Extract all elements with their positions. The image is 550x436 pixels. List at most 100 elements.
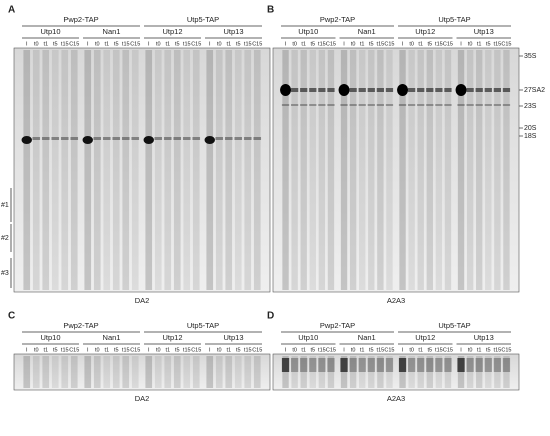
band [215, 137, 224, 140]
band [290, 104, 299, 106]
band [466, 358, 474, 372]
band [358, 88, 366, 92]
lane-label: C15 [191, 347, 201, 353]
band [243, 137, 252, 140]
band [182, 137, 191, 140]
lane-smear [359, 356, 366, 388]
band [407, 104, 416, 106]
band [376, 88, 385, 92]
subgroup-label: Utp12 [415, 333, 435, 342]
band [21, 136, 32, 144]
lane-smear [173, 50, 181, 290]
lane-label: C15 [326, 347, 336, 353]
lane-smear [417, 50, 424, 290]
lane-label: I [460, 41, 462, 47]
band [484, 88, 492, 92]
lane-smear [476, 356, 483, 388]
band [281, 104, 290, 106]
lane-label: t1 [418, 41, 423, 47]
band [367, 358, 375, 372]
band [338, 84, 350, 96]
lane-smear [61, 356, 69, 388]
group-label: Pwp2-TAP [320, 15, 355, 24]
lane-smear [417, 356, 424, 388]
lane-smear [435, 356, 443, 388]
lane-label: t1 [477, 347, 482, 353]
lane-label: I [460, 347, 462, 353]
lane-smear [253, 50, 261, 290]
subgroup-label: Utp10 [298, 333, 318, 342]
lane-label: t5 [310, 347, 315, 353]
band [70, 137, 79, 140]
band [327, 104, 335, 106]
lane-label: t1 [301, 347, 306, 353]
band [367, 104, 375, 106]
subgroup-label: Utp12 [162, 27, 182, 36]
lane-smear [408, 50, 415, 290]
lane-label: t1 [301, 41, 306, 47]
subgroup-label: Utp12 [415, 27, 435, 36]
lane-smear [426, 356, 433, 388]
band [234, 137, 243, 140]
band [385, 88, 394, 92]
panel-letter: D [267, 311, 274, 322]
band [82, 136, 93, 144]
subgroup-label: Utp10 [40, 27, 60, 36]
lane-label: t5 [236, 347, 241, 353]
lane-label: t1 [360, 347, 365, 353]
lane-label: t5 [486, 347, 491, 353]
group-label: Pwp2-TAP [63, 15, 98, 24]
lane-smear [215, 356, 223, 388]
lane-smear [225, 356, 233, 388]
lane-label: t5 [114, 347, 119, 353]
subgroup-label: Utp10 [40, 333, 60, 342]
lane-smear [42, 356, 50, 388]
band [444, 104, 452, 106]
band [131, 137, 140, 140]
lane-label: t5 [369, 347, 374, 353]
band [417, 358, 425, 372]
blot [272, 353, 520, 391]
caption: A2A3 [387, 296, 405, 305]
lane-smear [112, 356, 120, 388]
band [204, 136, 215, 144]
lane-label: t15 [377, 41, 385, 47]
marker-label: 27SA2 [524, 87, 545, 94]
lane-smear [145, 50, 153, 290]
lane-smear [349, 50, 357, 290]
lane-label: t5 [427, 347, 432, 353]
lane-label: I [148, 347, 150, 353]
lane-smear [386, 356, 393, 388]
lane-smear [408, 356, 415, 388]
band [457, 104, 465, 106]
lane-label: t0 [292, 347, 297, 353]
lane-smear [503, 356, 510, 388]
lane-label: I [285, 347, 287, 353]
lane-smear [61, 50, 69, 290]
lane-label: t1 [165, 347, 170, 353]
panel-letter: A [8, 5, 15, 16]
lane-label: I [87, 41, 89, 47]
band [385, 358, 394, 372]
lane-label: C15 [443, 41, 453, 47]
lane-smear [466, 356, 474, 388]
band [318, 88, 326, 92]
lane-label: C15 [130, 41, 140, 47]
lane-label: t5 [53, 347, 58, 353]
lane-smear [503, 50, 510, 290]
band [318, 358, 326, 372]
band [340, 358, 348, 372]
lane-label: C15 [384, 347, 394, 353]
band [466, 104, 474, 106]
lane-smear [173, 356, 181, 388]
band [376, 358, 385, 372]
lane-label: t0 [468, 347, 473, 353]
lane-label: t5 [236, 41, 241, 47]
band [349, 358, 357, 372]
band [349, 88, 357, 92]
band [444, 358, 452, 372]
band [398, 358, 407, 372]
caption: A2A3 [387, 394, 405, 403]
lane-label: I [26, 347, 28, 353]
